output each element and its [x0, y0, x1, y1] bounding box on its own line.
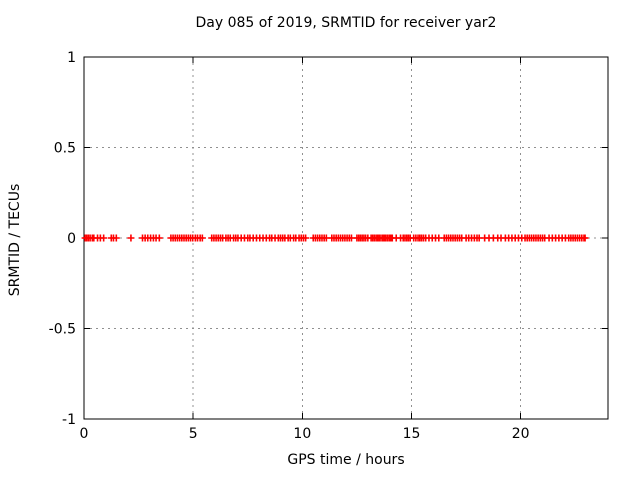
y-tick-label: -0.5 — [49, 322, 76, 338]
y-tick-label: 0 — [67, 231, 76, 247]
x-tick-label: 0 — [80, 426, 89, 442]
data-point-marker — [302, 234, 310, 242]
x-axis-label: GPS time / hours — [287, 452, 405, 468]
data-point-marker — [581, 234, 589, 242]
data-point-marker — [100, 234, 108, 242]
data-point-marker — [112, 234, 120, 242]
chart-title: Day 085 of 2019, SRMTID for receiver yar… — [195, 15, 497, 31]
x-tick-label: 15 — [403, 426, 421, 442]
data-point-marker — [127, 234, 135, 242]
x-tick-label: 20 — [512, 426, 530, 442]
data-point-marker — [155, 234, 163, 242]
y-tick-label: 1 — [67, 50, 76, 66]
y-tick-label: -1 — [62, 412, 76, 428]
x-tick-label: 5 — [189, 426, 198, 442]
y-tick-label: 0.5 — [54, 141, 76, 157]
data-point-marker — [198, 234, 206, 242]
x-tick-label: 10 — [293, 426, 311, 442]
